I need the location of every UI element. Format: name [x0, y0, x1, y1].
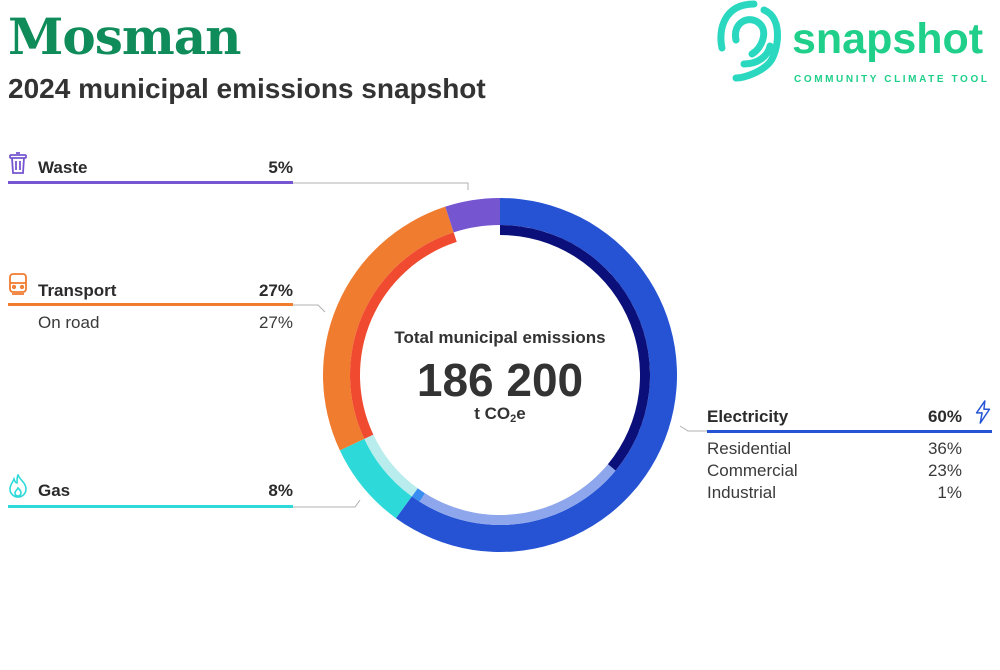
- gas-value: 8%: [268, 481, 293, 500]
- electricity-residential-value: 36%: [927, 439, 962, 458]
- transport-label: Transport: [38, 281, 117, 300]
- donut-slice-waste: [445, 198, 500, 233]
- total-label: Total municipal emissions: [394, 328, 606, 347]
- gas-leader-line: [293, 499, 361, 508]
- donut-slice-gas: [339, 438, 412, 519]
- waste-bar: [8, 181, 293, 184]
- electricity-industrial-value: 1%: [937, 483, 962, 502]
- logo-tagline: COMMUNITY CLIMATE TOOL: [794, 74, 990, 85]
- waste-value: 5%: [268, 158, 293, 177]
- total-unit: t CO2e: [474, 404, 526, 425]
- outer-ring: [322, 198, 678, 553]
- flame-icon: [9, 474, 27, 498]
- category-gas[interactable]: Gas 8%: [8, 472, 293, 512]
- transport-on-road-label: On road: [38, 313, 100, 332]
- gas-label: Gas: [38, 481, 71, 500]
- trash-icon: [9, 152, 27, 174]
- page-title: Mosman: [8, 7, 242, 66]
- electricity-leader-line: [679, 425, 707, 432]
- logo-wordmark: snapshot: [792, 15, 984, 63]
- inner-slice-electricity-residential: [500, 225, 651, 471]
- electricity-bar: [707, 430, 992, 433]
- transport-leader-line: [293, 304, 326, 313]
- transport-on-road-value: 27%: [258, 313, 293, 332]
- electricity-residential-label: Residential: [707, 439, 792, 458]
- electricity-value: 60%: [927, 407, 962, 426]
- snapshot-logo[interactable]: snapshot COMMUNITY CLIMATE TOOL: [714, 0, 1000, 90]
- transport-value: 27%: [258, 281, 293, 300]
- electricity-industrial-label: Industrial: [707, 483, 776, 502]
- lightning-icon: [975, 400, 991, 424]
- page-subtitle: 2024 municipal emissions snapshot: [8, 73, 486, 104]
- inner-slice-gas: [364, 434, 418, 497]
- electricity-label: Electricity: [707, 407, 789, 426]
- gas-bar: [8, 505, 293, 508]
- inner-ring: [350, 225, 651, 525]
- train-icon: [9, 273, 27, 295]
- inner-slice-electricity-commercial: [419, 464, 616, 525]
- donut-slice-transport: [322, 206, 454, 451]
- electricity-commercial-label: Commercial: [707, 461, 798, 480]
- category-transport[interactable]: Transport 27% On road 27%: [8, 272, 293, 336]
- transport-bar: [8, 303, 293, 306]
- inner-slice-electricity-industrial: [411, 488, 425, 502]
- waste-leader-line: [293, 182, 469, 190]
- electricity-commercial-value: 23%: [927, 461, 962, 480]
- inner-slice-transport-on-road: [350, 232, 457, 439]
- logo-mark-icon: [717, 0, 781, 82]
- waste-label: Waste: [38, 158, 88, 177]
- donut-slice-electricity: [395, 198, 678, 553]
- total-value: 186 200: [416, 354, 584, 406]
- category-waste[interactable]: Waste 5%: [8, 152, 293, 192]
- category-electricity[interactable]: Electricity 60% Residential 36% Commerci…: [707, 400, 992, 507]
